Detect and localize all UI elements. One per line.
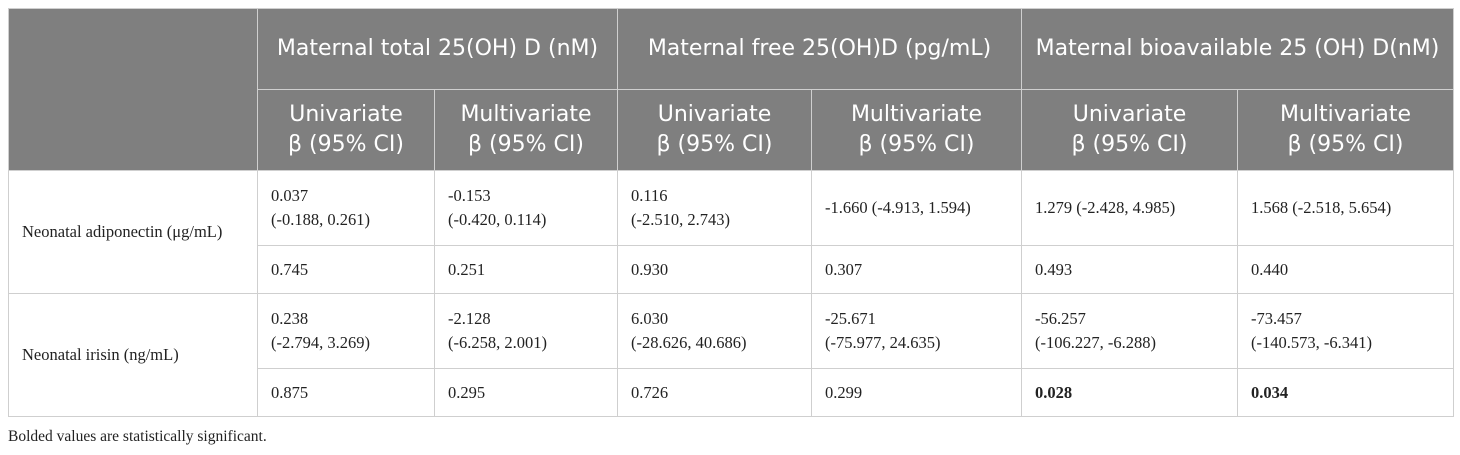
- p-value-cell: 0.930: [617, 245, 812, 294]
- estimate-value: -2.128: [448, 309, 491, 328]
- estimate-with-ci: 1.279 (-2.428, 4.985): [1035, 198, 1176, 217]
- header-univariate-total: Univariate β (95% CI): [257, 89, 435, 171]
- estimate-value: 0.116: [631, 186, 668, 205]
- p-value-cell-significant: 0.034: [1237, 368, 1454, 417]
- header-row-groups: Maternal total 25(OH) D (nM) Maternal fr…: [8, 8, 1454, 171]
- confidence-interval: (-140.573, -6.341): [1251, 333, 1372, 352]
- header-multivariate-bioavailable: Multivariate β (95% CI): [1237, 89, 1454, 171]
- estimate-value: -0.153: [448, 186, 491, 205]
- table-row-adiponectin-pvalues: 0.745 0.251 0.930 0.307 0.493 0.440: [9, 245, 1454, 294]
- header-beta-label: β (95% CI): [656, 132, 773, 157]
- header-beta-label: β (95% CI): [468, 132, 584, 157]
- header-univariate-bioavailable: Univariate β (95% CI): [1021, 89, 1238, 171]
- estimate-cell: 0.037 (-0.188, 0.261): [257, 170, 435, 246]
- confidence-interval: (-2.794, 3.269): [271, 333, 370, 352]
- header-beta-label: β (95% CI): [1071, 132, 1188, 157]
- header-univariate-label: Univariate: [657, 102, 772, 127]
- estimate-cell: 0.238 (-2.794, 3.269): [257, 293, 435, 369]
- table-footnote: Bolded values are statistically signific…: [8, 428, 267, 445]
- header-univariate-label: Univariate: [1072, 102, 1187, 127]
- estimate-cell: -73.457 (-140.573, -6.341): [1237, 293, 1454, 369]
- estimate-cell: 6.030 (-28.626, 40.686): [617, 293, 812, 369]
- confidence-interval: (-2.510, 2.743): [631, 210, 730, 229]
- table-row-irisin-estimates: Neonatal irisin (ng/mL) 0.238 (-2.794, 3…: [8, 293, 1454, 417]
- p-value-cell-significant: 0.028: [1021, 368, 1238, 417]
- header-blank-cell: [8, 8, 258, 171]
- p-value-cell: 0.745: [257, 245, 435, 294]
- header-beta-label: β (95% CI): [288, 132, 404, 157]
- header-multivariate-free: Multivariate β (95% CI): [811, 89, 1022, 171]
- confidence-interval: (-0.420, 0.114): [448, 210, 547, 229]
- confidence-interval: (-6.258, 2.001): [448, 333, 547, 352]
- estimate-cell: 0.116 (-2.510, 2.743): [617, 170, 812, 246]
- table-row-irisin-pvalues: 0.875 0.295 0.726 0.299 0.028 0.034: [9, 368, 1454, 417]
- confidence-interval: (-106.227, -6.288): [1035, 333, 1156, 352]
- estimate-value: -25.671: [825, 309, 876, 328]
- header-beta-label: β (95% CI): [858, 132, 975, 157]
- header-group-free: Maternal free 25(OH)D (pg/mL): [617, 8, 1022, 90]
- header-group-bioavailable: Maternal bioavailable 25 (OH) D(nM): [1021, 8, 1454, 90]
- header-multivariate-label: Multivariate: [850, 102, 983, 127]
- estimate-with-ci: 1.568 (-2.518, 5.654): [1251, 198, 1392, 217]
- p-value-cell: 0.299: [811, 368, 1022, 417]
- estimate-cell: -0.153 (-0.420, 0.114): [434, 170, 618, 246]
- header-univariate-label: Univariate: [289, 102, 403, 127]
- header-group-total: Maternal total 25(OH) D (nM): [257, 8, 618, 90]
- p-value-cell: 0.295: [434, 368, 618, 417]
- estimate-value: 0.238: [271, 309, 309, 328]
- estimate-with-ci: -1.660 (-4.913, 1.594): [825, 198, 971, 217]
- header-multivariate-total: Multivariate β (95% CI): [434, 89, 618, 171]
- p-value-cell: 0.307: [811, 245, 1022, 294]
- header-row-models: Univariate β (95% CI) Multivariate β (95…: [9, 89, 1454, 171]
- estimate-cell: -1.660 (-4.913, 1.594): [811, 170, 1022, 246]
- confidence-interval: (-28.626, 40.686): [631, 333, 747, 352]
- results-table: Maternal total 25(OH) D (nM) Maternal fr…: [8, 8, 1454, 417]
- estimate-cell: -2.128 (-6.258, 2.001): [434, 293, 618, 369]
- row-label-adiponectin: Neonatal adiponectin (μg/mL): [8, 170, 258, 294]
- p-value-cell: 0.875: [257, 368, 435, 417]
- estimate-cell: -25.671 (-75.977, 24.635): [811, 293, 1022, 369]
- estimate-value: -56.257: [1035, 309, 1086, 328]
- p-value-cell: 0.493: [1021, 245, 1238, 294]
- estimate-cell: 1.568 (-2.518, 5.654): [1237, 170, 1454, 246]
- p-value-cell: 0.440: [1237, 245, 1454, 294]
- table-row-adiponectin-estimates: Neonatal adiponectin (μg/mL) 0.037 (-0.1…: [8, 170, 1454, 294]
- header-univariate-free: Univariate β (95% CI): [617, 89, 812, 171]
- estimate-value: 0.037: [271, 186, 309, 205]
- confidence-interval: (-75.977, 24.635): [825, 333, 941, 352]
- confidence-interval: (-0.188, 0.261): [271, 210, 370, 229]
- header-beta-label: β (95% CI): [1287, 132, 1404, 157]
- estimate-value: -73.457: [1251, 309, 1302, 328]
- p-value-cell: 0.726: [617, 368, 812, 417]
- estimate-value: 6.030: [631, 309, 669, 328]
- estimate-cell: -56.257 (-106.227, -6.288): [1021, 293, 1238, 369]
- header-multivariate-label: Multivariate: [1279, 102, 1412, 127]
- header-multivariate-label: Multivariate: [460, 102, 592, 127]
- p-value-cell: 0.251: [434, 245, 618, 294]
- estimate-cell: 1.279 (-2.428, 4.985): [1021, 170, 1238, 246]
- row-label-irisin: Neonatal irisin (ng/mL): [8, 293, 258, 417]
